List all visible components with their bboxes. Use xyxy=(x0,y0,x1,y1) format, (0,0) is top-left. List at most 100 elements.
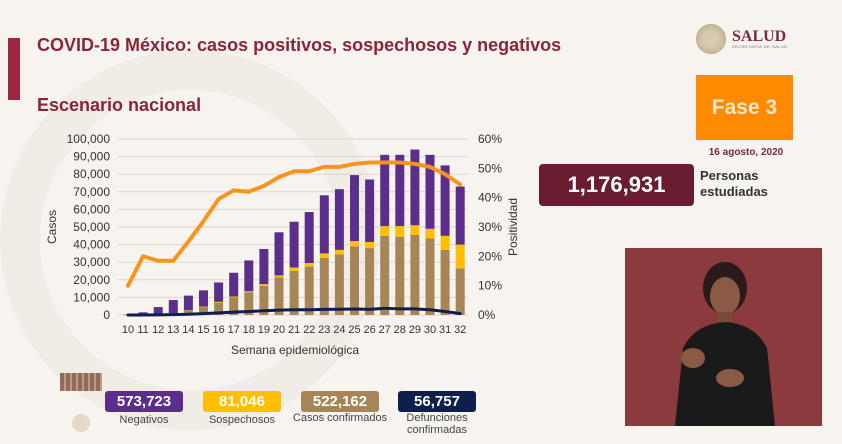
bar-sospechosos xyxy=(319,253,329,258)
bar-casos-confirmados xyxy=(274,277,284,315)
bar-casos-confirmados xyxy=(214,302,224,315)
bar-negativos xyxy=(153,307,163,314)
y-axis-label: Casos xyxy=(45,210,59,244)
bar-negativos xyxy=(350,175,359,242)
bar-casos-confirmados xyxy=(334,254,344,315)
y2-tick-label: 50% xyxy=(478,161,502,175)
bar-casos-confirmados xyxy=(304,266,314,315)
bar-negativos xyxy=(365,179,375,242)
bar-casos-confirmados xyxy=(259,285,269,315)
bar-sospechosos xyxy=(199,306,208,308)
bar-sospechosos xyxy=(214,301,224,303)
bar-sospechosos xyxy=(440,235,450,250)
bar-casos-confirmados xyxy=(440,249,450,315)
x-tick-label: 16 xyxy=(212,324,224,336)
bar-negativos xyxy=(274,232,284,276)
y-tick-label: 30,000 xyxy=(73,255,110,269)
bar-sospechosos xyxy=(455,244,465,269)
salud-logo: SALUD SECRETARÍA DE SALUD xyxy=(696,24,788,54)
bar-negativos xyxy=(199,290,208,307)
stat-suspected-value: 81,046 xyxy=(203,391,281,412)
sign-language-interpreter-video xyxy=(625,248,822,426)
bar-sospechosos xyxy=(244,291,254,293)
bar-casos-confirmados xyxy=(410,234,420,315)
x-tick-label: 25 xyxy=(348,324,360,336)
x-tick-label: 28 xyxy=(394,324,406,336)
bar-sospechosos xyxy=(395,226,405,237)
people-studied-label-1: Personas xyxy=(700,168,759,183)
stat-negatives-value: 573,723 xyxy=(105,391,183,412)
slide-title: COVID-19 México: casos positivos, sospec… xyxy=(37,35,562,55)
x-tick-label: 10 xyxy=(122,324,134,336)
x-tick-label: 13 xyxy=(167,324,179,336)
y2-tick-label: 30% xyxy=(478,220,502,234)
bar-casos-confirmados xyxy=(455,268,465,315)
bar-negativos xyxy=(244,260,254,292)
stat-confirmed-value: 522,162 xyxy=(301,391,379,412)
x-tick-label: 19 xyxy=(258,324,270,336)
bar-sospechosos xyxy=(365,241,375,249)
covid-chart: 0 10,000 20,000 30,000 40,000 50,000 60,000 70,… xyxy=(45,132,520,357)
bar-negativos xyxy=(319,195,329,254)
bar-negativos xyxy=(380,154,390,227)
bar-sospechosos xyxy=(350,241,359,247)
y-tick-label: 70,000 xyxy=(73,185,110,199)
x-tick-label: 27 xyxy=(379,324,391,336)
x-tick-label: 22 xyxy=(303,324,315,336)
stat-negatives-label: Negativos xyxy=(119,414,169,426)
report-date: 16 agosto, 2020 xyxy=(708,147,784,158)
x-tick-label: 21 xyxy=(288,324,300,336)
bar-negativos xyxy=(395,154,405,227)
historic-figures-image xyxy=(60,373,102,391)
bar-sospechosos xyxy=(334,249,344,255)
slide-subtitle: Escenario nacional xyxy=(37,95,202,115)
seal-icon xyxy=(72,414,90,432)
bar-negativos xyxy=(138,312,148,315)
bar-negativos xyxy=(259,249,269,285)
y2-tick-label: 10% xyxy=(478,279,502,293)
bar-sospechosos xyxy=(259,284,269,286)
bar-negativos xyxy=(304,212,314,264)
logo-subtext: SECRETARÍA DE SALUD xyxy=(732,43,788,49)
bar-negativos xyxy=(183,295,193,311)
bar-sospechosos xyxy=(425,228,435,239)
bar-sospechosos xyxy=(289,267,299,271)
y2-tick-label: 40% xyxy=(478,191,502,205)
bar-negativos xyxy=(334,189,344,250)
people-studied-value: 1,176,931 xyxy=(539,164,694,206)
y-tick-label: 20,000 xyxy=(73,273,110,287)
y-tick-label: 0 xyxy=(103,308,110,322)
bar-casos-confirmados xyxy=(319,257,329,315)
y-tick-label: 10,000 xyxy=(73,290,110,304)
bar-sospechosos xyxy=(274,275,284,278)
people-studied-label-2: estudiadas xyxy=(700,184,768,199)
bar-casos-confirmados xyxy=(289,271,299,315)
x-tick-label: 26 xyxy=(363,324,375,336)
x-tick-label: 23 xyxy=(318,324,330,336)
stat-deaths-label: Defunciones confirmadas xyxy=(406,412,468,436)
y-tick-label: 80,000 xyxy=(73,167,110,181)
x-tick-label: 15 xyxy=(197,324,209,336)
y-tick-label: 90,000 xyxy=(73,150,110,164)
people-studied-label: Personas estudiadas xyxy=(700,168,768,200)
x-tick-label: 29 xyxy=(409,324,421,336)
bar-casos-confirmados xyxy=(380,235,390,315)
bar-negativos xyxy=(410,149,420,226)
x-tick-label: 32 xyxy=(454,324,466,336)
bar-casos-confirmados xyxy=(365,248,375,315)
phase-badge: Fase 3 xyxy=(696,75,793,140)
bar-casos-confirmados xyxy=(425,238,435,315)
bar-negativos xyxy=(214,282,224,302)
bar-negativos xyxy=(425,154,435,229)
x-tick-label: 12 xyxy=(152,324,164,336)
logo-text: SALUD xyxy=(732,27,787,45)
x-tick-label: 20 xyxy=(273,324,285,336)
bar-casos-confirmados xyxy=(395,236,405,315)
y-tick-label: 40,000 xyxy=(73,238,110,252)
bar-sospechosos xyxy=(410,225,420,235)
bar-casos-confirmados xyxy=(350,246,359,315)
x-tick-label: 31 xyxy=(439,324,451,336)
bar-casos-confirmados xyxy=(199,307,208,315)
bar-sospechosos xyxy=(304,263,314,267)
stat-deaths-value: 56,757 xyxy=(398,391,476,412)
